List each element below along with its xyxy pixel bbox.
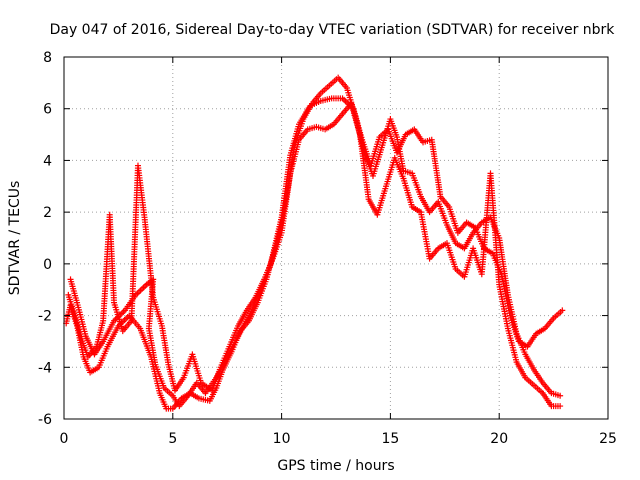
x-axis-label: GPS time / hours — [277, 458, 394, 474]
data-point-marker — [557, 392, 564, 399]
y-tick-label: 8 — [43, 50, 52, 66]
series-layer — [63, 74, 566, 412]
x-tick-label: 15 — [381, 431, 399, 447]
x-tick-label: 0 — [60, 431, 69, 447]
y-tick-label: 6 — [43, 102, 52, 118]
data-point-marker — [559, 307, 566, 314]
x-tick-label: 25 — [599, 431, 617, 447]
x-tick-label: 5 — [168, 431, 177, 447]
series-trace-C — [67, 95, 566, 410]
y-tick-label: 2 — [43, 205, 52, 221]
y-tick-label: -6 — [38, 412, 52, 428]
y-tick-label: 4 — [43, 153, 52, 169]
y-tick-label: 0 — [43, 257, 52, 273]
chart-title: Day 047 of 2016, Sidereal Day-to-day VTE… — [50, 22, 616, 38]
ticks: 0 5 10 15 20 25 -6 -4 -2 0 2 4 6 8 — [38, 50, 617, 447]
x-tick-label: 20 — [490, 431, 508, 447]
y-tick-label: -4 — [38, 360, 52, 376]
y-tick-label: -2 — [38, 309, 52, 325]
x-tick-label: 10 — [273, 431, 291, 447]
y-axis-label: SDTVAR / TECUs — [7, 181, 23, 296]
series-trace-B — [65, 100, 564, 410]
grid — [64, 57, 608, 419]
data-point-marker — [557, 403, 564, 410]
plot-frame — [63, 56, 609, 420]
series-trace-A — [63, 74, 564, 412]
